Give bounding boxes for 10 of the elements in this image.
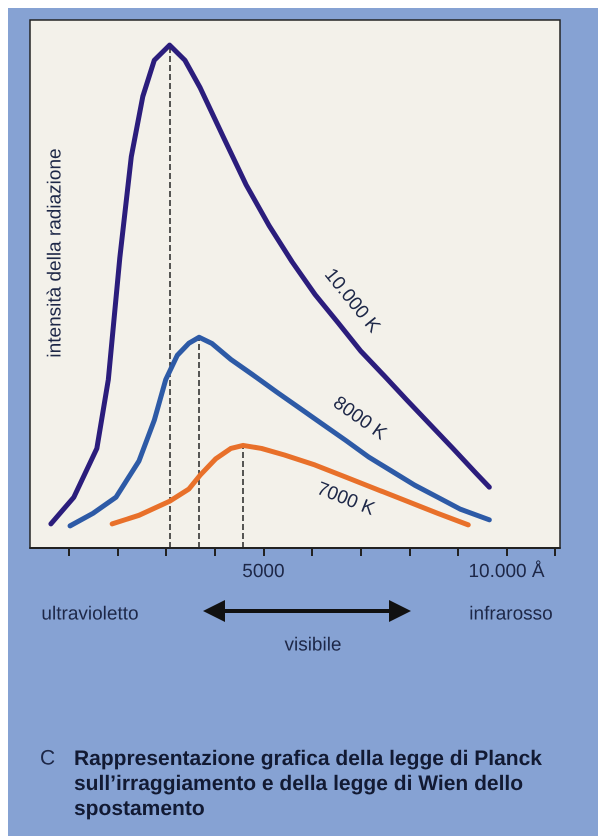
- y-axis-title: intensità della radiazione: [44, 148, 66, 358]
- x-tick-label: 10.000 Å: [468, 560, 545, 582]
- text: Rappresentazione grafica della legge di Planck sull’irraggiamento e della legge di Wien dello spostamento: [74, 747, 548, 820]
- text: ultravioletto: [41, 604, 139, 624]
- text: C: [40, 746, 56, 770]
- text: visibile: [284, 634, 342, 656]
- text: infrarosso: [469, 604, 553, 624]
- text: 7000 K: [314, 478, 378, 520]
- text: 8000 K: [329, 392, 391, 445]
- x-tick-label: 5000: [242, 561, 285, 582]
